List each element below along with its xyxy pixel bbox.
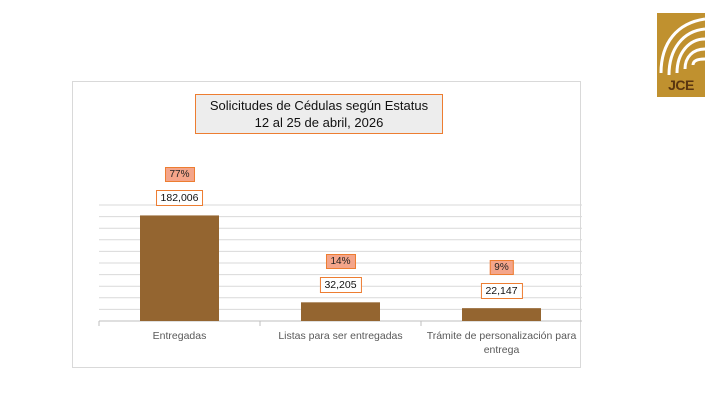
percent-label: 14%: [325, 254, 356, 270]
value-label: 32,205: [319, 277, 362, 294]
fingerprint-icon: [659, 17, 705, 76]
value-label: 182,006: [155, 190, 204, 207]
bar: [301, 302, 380, 321]
chart-title-box: Solicitudes de Cédulas según Estatus 12 …: [195, 94, 443, 134]
percent-label: 9%: [489, 260, 514, 276]
bar: [140, 215, 219, 321]
bar: [462, 308, 541, 321]
plot-area: [98, 204, 582, 326]
category-label: Entregadas: [152, 330, 207, 342]
jce-logo: JCE: [657, 13, 705, 97]
category-label: Trámite de personalización para entrega: [426, 330, 577, 356]
category-label: Listas para ser entregadas: [278, 330, 403, 342]
chart-subtitle: 12 al 25 de abril, 2026: [254, 115, 384, 130]
value-label: 22,147: [480, 283, 523, 300]
chart-title: Solicitudes de Cédulas según Estatus: [209, 98, 429, 113]
bar-chart: Solicitudes de Cédulas según Estatus 12 …: [72, 81, 582, 368]
logo-text: JCE: [668, 77, 694, 93]
percent-label: 77%: [164, 167, 195, 183]
